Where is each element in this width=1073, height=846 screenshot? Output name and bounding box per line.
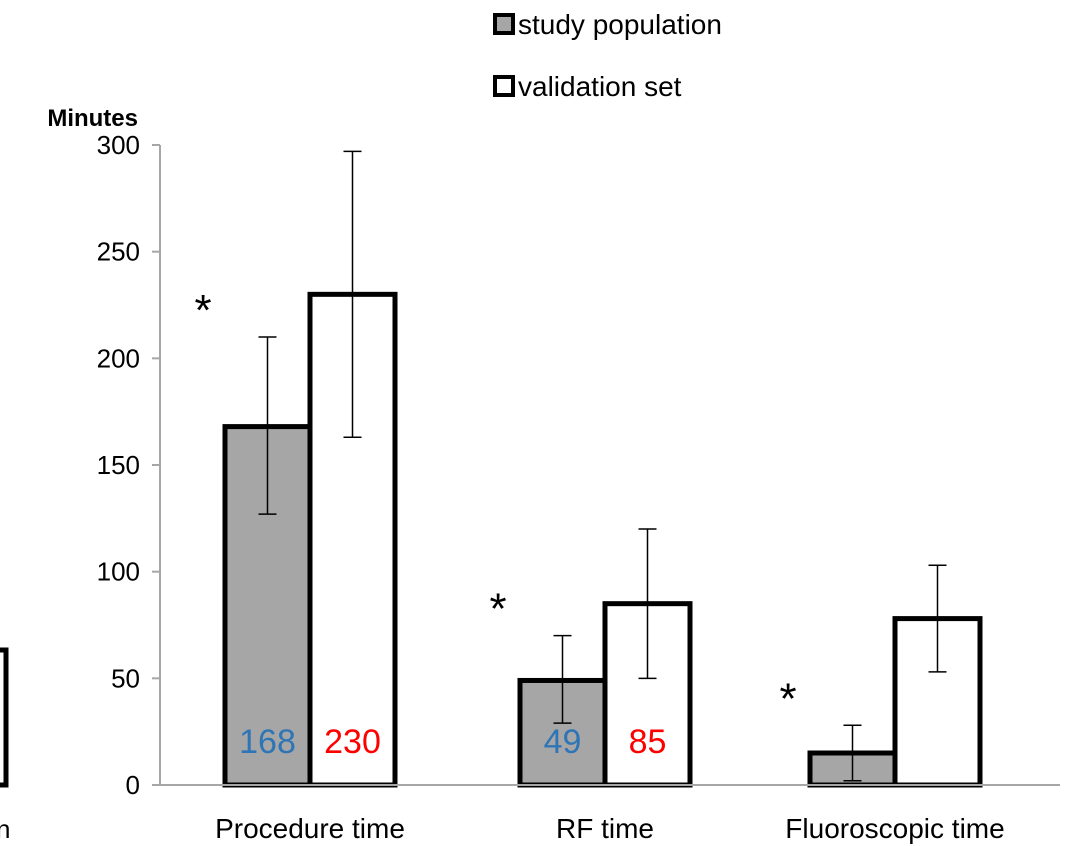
x-axis: Procedure time RF time Fluoroscopic time: [160, 784, 1060, 844]
partial-category-label-left-edge: n: [0, 814, 10, 844]
bar-group-2: *: [779, 564, 983, 788]
data-label: 230: [324, 723, 381, 761]
y-tick-label: 50: [111, 663, 140, 693]
significance-marker: *: [489, 585, 506, 634]
legend: study population validation set: [493, 9, 722, 102]
bar-group-1: 49 85 *: [489, 528, 693, 788]
partial-bar-left-edge: [0, 647, 9, 788]
y-tick-label: 100: [97, 557, 140, 587]
y-axis: 0 50 100 150 200 250 300: [97, 130, 161, 800]
data-label: 49: [544, 723, 582, 761]
y-tick-label: 250: [97, 237, 140, 267]
legend-swatch-validation-set: [493, 75, 515, 97]
x-category-label: RF time: [556, 813, 654, 844]
y-tick-label: 150: [97, 450, 140, 480]
y-tick-label: 300: [97, 130, 140, 160]
y-tick-label: 200: [97, 343, 140, 373]
x-category-label: Fluoroscopic time: [785, 813, 1004, 844]
y-axis-title: Minutes: [47, 105, 138, 132]
legend-label-study-population: study population: [518, 9, 722, 40]
significance-marker: *: [194, 286, 211, 335]
y-tick-label: 0: [126, 770, 140, 800]
legend-swatch-study-population: [493, 13, 515, 35]
data-label: 168: [239, 723, 296, 761]
legend-label-validation-set: validation set: [518, 71, 682, 102]
data-label: 85: [629, 723, 667, 761]
bar-group-0: 168 230 *: [194, 150, 398, 788]
x-category-label: Procedure time: [215, 813, 405, 844]
significance-marker: *: [779, 674, 796, 723]
bars: 168 230 * 49 85 * *: [194, 150, 983, 788]
